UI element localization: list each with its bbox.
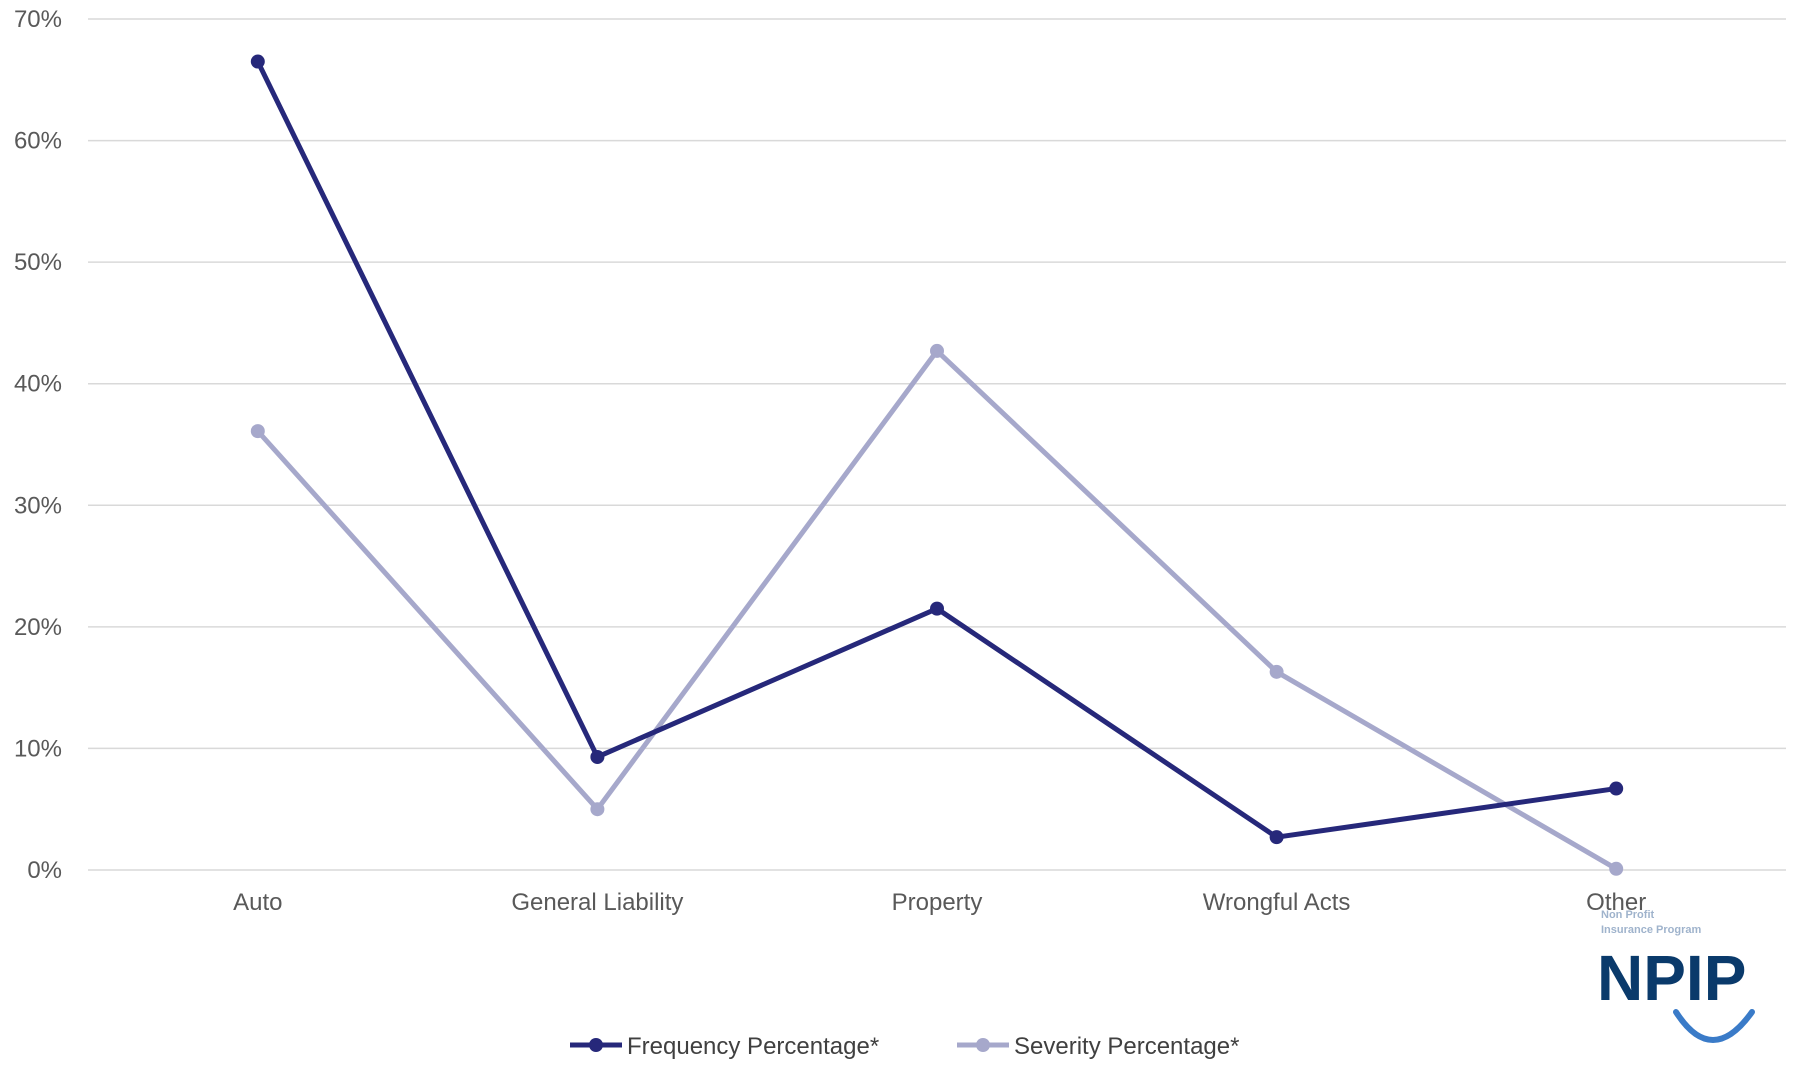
y-tick-label: 10% [14,735,62,762]
legend-item-severity[interactable]: Severity Percentage* [957,1033,1239,1060]
x-tick-label: Property [892,889,983,916]
series-severity-percentage [250,343,1624,876]
data-point-severity-percentage[interactable] [930,343,944,358]
data-point-severity-percentage[interactable] [1609,861,1624,876]
legend-label-severity: Severity Percentage* [1014,1033,1239,1060]
logo-wordmark: NPIP [1597,942,1746,1014]
data-point-frequency-percentage[interactable] [590,749,605,764]
y-axis: 0% 10% 20% 30% 40% 50% 60% 70% [14,6,62,884]
data-point-severity-percentage[interactable] [590,802,605,817]
legend: Frequency Percentage* Severity Percentag… [570,1033,1239,1060]
y-tick-label: 20% [14,614,62,641]
series-line-frequency-percentage [255,60,1617,840]
data-point-frequency-percentage[interactable] [1609,781,1624,796]
x-tick-label: Other [1586,889,1646,916]
series-frequency-percentage [250,54,1624,845]
legend-marker-severity [976,1038,990,1052]
data-point-severity-percentage[interactable] [1269,664,1284,679]
data-point-frequency-percentage[interactable] [250,54,265,69]
x-tick-label: Auto [233,889,282,916]
y-tick-label: 40% [14,371,62,398]
y-tick-label: 30% [14,492,62,519]
legend-marker-frequency [589,1038,603,1052]
data-point-frequency-percentage[interactable] [1269,830,1284,845]
x-tick-label: General Liability [511,889,683,916]
logo-tagline-1: Non Profit [1601,909,1654,921]
y-tick-label: 70% [14,6,62,33]
data-point-severity-percentage[interactable] [250,424,265,439]
data-point-frequency-percentage[interactable] [930,601,944,616]
npip-logo: Non Profit Insurance Program NPIP [1597,909,1755,1043]
y-tick-label: 0% [27,857,62,884]
y-tick-label: 50% [14,249,62,276]
series-layer [250,54,1624,876]
logo-tagline-2: Insurance Program [1601,924,1701,936]
x-tick-label: Wrongful Acts [1203,889,1351,916]
gridlines [88,18,1786,871]
legend-label-frequency: Frequency Percentage* [627,1033,879,1060]
x-axis: Auto General Liability Property Wrongful Ac… [233,889,1646,916]
y-tick-label: 60% [14,128,62,155]
legend-item-frequency[interactable]: Frequency Percentage* [570,1033,879,1060]
logo-smile-icon [1673,1009,1755,1043]
